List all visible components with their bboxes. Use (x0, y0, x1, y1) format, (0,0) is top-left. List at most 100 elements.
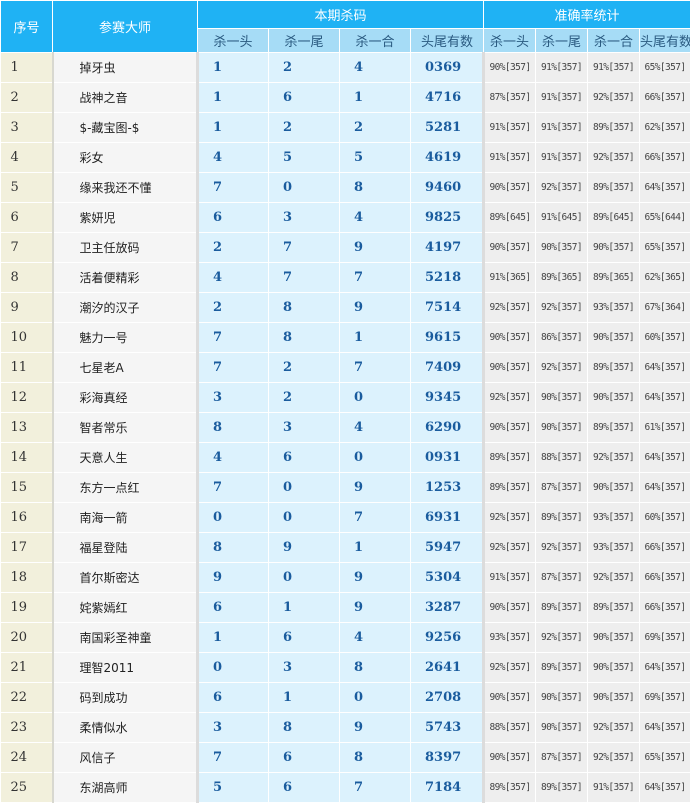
table-row: 22 码到成功 6 1 0 2708 90%[357] 90%[357] 90%[357] 69%… (0, 682, 690, 713)
stat-sum: 90%[357] (587, 232, 641, 263)
kill-sum: 9 (339, 472, 411, 503)
kill-sum: 9 (339, 562, 411, 593)
kill-sum: 7 (339, 262, 411, 293)
kill-head: 4 (197, 442, 269, 473)
row-index: 24 (0, 742, 54, 773)
stat-tail: 90%[357] (535, 382, 589, 413)
stat-tail: 91%[357] (535, 112, 589, 143)
header-kill-digits: 头尾有数 (409, 28, 485, 53)
row-index: 11 (0, 352, 54, 383)
table-row: 8 活着便精彩 4 7 7 5218 91%[365] 89%[365] 89%[365] 62%… (0, 262, 690, 293)
master-name: 理智2011 (52, 652, 199, 683)
kill-digits: 4197 (410, 232, 486, 263)
table-row: 24 风信子 7 6 8 8397 90%[357] 87%[357] 92%[357] 65%[… (0, 742, 690, 773)
kill-digits: 4619 (410, 142, 486, 173)
kill-tail: 2 (268, 52, 340, 83)
header-stat-tail: 杀一尾 (535, 28, 589, 53)
kill-sum: 9 (339, 232, 411, 263)
stat-tail: 91%[357] (535, 52, 589, 83)
stat-head: 90%[357] (483, 172, 537, 203)
table-row: 17 福星登陆 8 9 1 5947 92%[357] 92%[357] 93%[357] 66%… (0, 532, 690, 563)
master-name: 紫妍児 (52, 202, 199, 233)
kill-sum: 4 (339, 622, 411, 653)
table-row: 1 掉牙虫 1 2 4 0369 90%[357] 91%[357] 91%[357] 65%[3… (0, 52, 690, 83)
stat-digits: 66%[357] (639, 82, 690, 113)
master-name: $-藏宝图-$ (52, 112, 199, 143)
kill-sum: 7 (339, 352, 411, 383)
table-row: 13 智者常乐 8 3 4 6290 90%[357] 90%[357] 89%[357] 61%… (0, 412, 690, 443)
table-row: 16 南海一箭 0 0 7 6931 92%[357] 89%[357] 93%[357] 60%… (0, 502, 690, 533)
stat-head: 92%[357] (483, 502, 537, 533)
kill-tail: 2 (268, 352, 340, 383)
stat-tail: 92%[357] (535, 292, 589, 323)
stat-tail: 88%[357] (535, 442, 589, 473)
row-index: 18 (0, 562, 54, 593)
table-row: 11 七星老A 7 2 7 7409 90%[357] 92%[357] 89%[357] 64%… (0, 352, 690, 383)
row-index: 22 (0, 682, 54, 713)
stat-head: 90%[357] (483, 52, 537, 83)
stat-head: 93%[357] (483, 622, 537, 653)
stat-sum: 90%[357] (587, 322, 641, 353)
stat-tail: 87%[357] (535, 562, 589, 593)
stat-head: 89%[357] (483, 772, 537, 803)
master-name: 南海一箭 (52, 502, 199, 533)
stat-digits: 62%[365] (639, 262, 690, 293)
kill-head: 1 (197, 622, 269, 653)
kill-head: 4 (197, 142, 269, 173)
master-name: 卫主任放码 (52, 232, 199, 263)
master-name: 码到成功 (52, 682, 199, 713)
stat-sum: 92%[357] (587, 142, 641, 173)
master-name: 彩女 (52, 142, 199, 173)
kill-head: 9 (197, 562, 269, 593)
header-kill-group: 本期杀码 (196, 0, 485, 29)
master-name: 风信子 (52, 742, 199, 773)
kill-sum: 8 (339, 742, 411, 773)
kill-digits: 7409 (410, 352, 486, 383)
stat-head: 92%[357] (483, 532, 537, 563)
stat-digits: 60%[357] (639, 502, 690, 533)
stat-digits: 64%[357] (639, 472, 690, 503)
kill-digits: 1253 (410, 472, 486, 503)
kill-digits: 0931 (410, 442, 486, 473)
kill-head: 1 (197, 52, 269, 83)
kill-head: 7 (197, 352, 269, 383)
kill-tail: 3 (268, 202, 340, 233)
kill-digits: 7184 (410, 772, 486, 803)
stat-tail: 92%[357] (535, 172, 589, 203)
row-index: 7 (0, 232, 54, 263)
kill-sum: 0 (339, 442, 411, 473)
table-row: 21 理智2011 0 3 8 2641 92%[357] 89%[357] 90%[357] 6… (0, 652, 690, 683)
stat-sum: 90%[357] (587, 382, 641, 413)
stat-digits: 64%[357] (639, 382, 690, 413)
stat-sum: 92%[357] (587, 712, 641, 743)
stat-head: 90%[357] (483, 682, 537, 713)
stat-sum: 90%[357] (587, 472, 641, 503)
kill-digits: 9345 (410, 382, 486, 413)
stat-head: 90%[357] (483, 412, 537, 443)
kill-head: 6 (197, 682, 269, 713)
stat-sum: 90%[357] (587, 652, 641, 683)
row-index: 20 (0, 622, 54, 653)
kill-head: 7 (197, 172, 269, 203)
kill-digits: 2708 (410, 682, 486, 713)
table-row: 6 紫妍児 6 3 4 9825 89%[645] 91%[645] 89%[645] 65%[6… (0, 202, 690, 233)
stat-digits: 69%[357] (639, 622, 690, 653)
stat-sum: 89%[365] (587, 262, 641, 293)
kill-sum: 9 (339, 592, 411, 623)
stat-sum: 90%[357] (587, 682, 641, 713)
stat-head: 91%[357] (483, 142, 537, 173)
stat-head: 87%[357] (483, 82, 537, 113)
master-name: 东方一点红 (52, 472, 199, 503)
stat-digits: 64%[357] (639, 172, 690, 203)
kill-tail: 8 (268, 322, 340, 353)
stat-tail: 89%[357] (535, 502, 589, 533)
header-kill-sum: 杀一合 (339, 28, 411, 53)
stat-head: 90%[357] (483, 352, 537, 383)
kill-digits: 3287 (410, 592, 486, 623)
stat-sum: 89%[357] (587, 172, 641, 203)
stat-tail: 91%[357] (535, 82, 589, 113)
kill-digits: 5743 (410, 712, 486, 743)
stat-tail: 89%[357] (535, 592, 589, 623)
header-index: 序号 (0, 0, 53, 53)
stat-sum: 93%[357] (587, 292, 641, 323)
